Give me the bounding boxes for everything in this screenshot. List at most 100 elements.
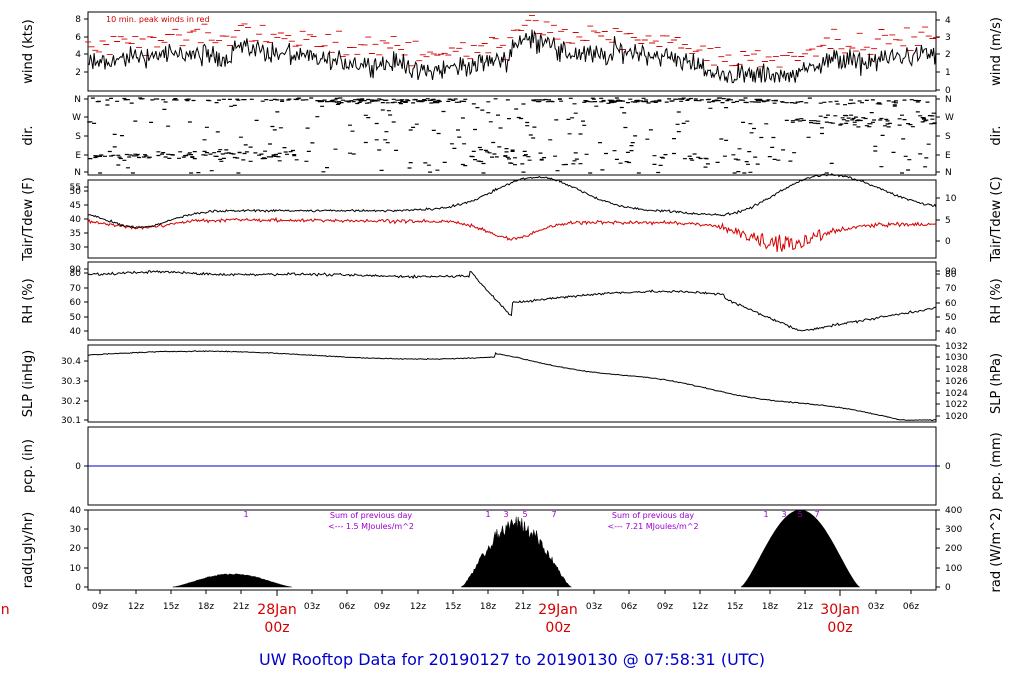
ytick-right-label: 1024 bbox=[945, 389, 968, 399]
xtick-label: 09z bbox=[374, 602, 390, 612]
xtick-label: 09z bbox=[92, 602, 108, 612]
panel-frame-rad bbox=[87, 509, 937, 591]
solar-radiation-day-2 bbox=[460, 516, 572, 588]
wind-annotation: 10 min. peak winds in red bbox=[106, 15, 210, 24]
ytick-left-label: 30.1 bbox=[61, 416, 81, 426]
ytick-left-label: N bbox=[74, 168, 81, 178]
xtick-label: 21z bbox=[797, 602, 813, 612]
ytick-left-label: 20 bbox=[70, 544, 82, 554]
ytick-right-label: S bbox=[945, 132, 951, 142]
solar-sum-value-1: <--- 1.5 MJoules/m^2 bbox=[328, 522, 414, 531]
ylabel-right-rad: rad (W/m^2) bbox=[989, 508, 1004, 593]
ylabel-left-wind: wind (kts) bbox=[21, 19, 36, 83]
panel-frame-rh bbox=[87, 261, 937, 341]
ytick-right-label: W bbox=[945, 113, 954, 123]
ytick-left-label: 90 bbox=[70, 265, 82, 275]
date-label-day: 29Jan bbox=[538, 602, 577, 618]
xtick-label: 21z bbox=[233, 602, 249, 612]
ytick-right-label: 200 bbox=[945, 544, 962, 554]
date-label-hour: 00z bbox=[545, 620, 570, 636]
ytick-left-label: 40 bbox=[70, 215, 82, 225]
ylabel-left-dir: dir. bbox=[21, 125, 36, 145]
ytick-right-label: 10 bbox=[945, 194, 957, 204]
uv-marker-label: 1 bbox=[485, 510, 490, 519]
ylabel-right-temp: Tair/Tdew (C) bbox=[989, 176, 1004, 262]
ytick-left-label: 45 bbox=[70, 201, 81, 211]
solar-radiation-day-1 bbox=[172, 573, 292, 588]
uv-marker-label: 3 bbox=[503, 510, 508, 519]
ytick-right-label: 0 bbox=[945, 462, 951, 472]
wind-speed-series bbox=[87, 29, 937, 84]
solar-radiation-day-3 bbox=[740, 509, 861, 588]
ytick-right-label: 5 bbox=[945, 216, 951, 226]
ylabel-right-dir: dir. bbox=[989, 125, 1004, 145]
ytick-left-label: 30 bbox=[70, 525, 82, 535]
ytick-right-label: 1020 bbox=[945, 412, 968, 422]
air-temperature-series bbox=[87, 173, 937, 229]
ytick-left-label: 0 bbox=[75, 583, 81, 593]
ytick-left-label: 50 bbox=[70, 187, 82, 197]
ytick-left-label: 35 bbox=[70, 229, 81, 239]
ytick-right-label: 400 bbox=[945, 506, 962, 516]
ytick-left-label: N bbox=[74, 95, 81, 105]
ytick-left-label: 6 bbox=[75, 33, 81, 43]
xtick-label: 18z bbox=[198, 602, 214, 612]
xtick-label: 21z bbox=[515, 602, 531, 612]
uv-marker-label: 5 bbox=[522, 510, 527, 519]
ylabel-right-pcp: pcp. (mm) bbox=[989, 432, 1004, 499]
xtick-label: 09z bbox=[657, 602, 673, 612]
ytick-left-label: 10 bbox=[70, 564, 82, 574]
panel-frame-slp bbox=[87, 344, 937, 423]
footer-title: UW Rooftop Data for 20190127 to 20190130… bbox=[259, 650, 765, 669]
date-label-day: Jan bbox=[0, 602, 10, 618]
ytick-left-label: 30.4 bbox=[61, 357, 81, 367]
ylabel-right-slp: SLP (hPa) bbox=[989, 353, 1004, 414]
ytick-left-label: 2 bbox=[75, 68, 81, 78]
ytick-right-label: 1032 bbox=[945, 342, 968, 352]
uv-marker-label: 7 bbox=[814, 510, 819, 519]
xtick-label: 03z bbox=[304, 602, 320, 612]
ytick-left-label: 30.2 bbox=[61, 397, 81, 407]
uv-marker-label: 1 bbox=[243, 510, 248, 519]
ytick-left-label: 55 bbox=[70, 183, 81, 193]
ylabel-right-wind: wind (m/s) bbox=[989, 17, 1004, 86]
ytick-right-label: 300 bbox=[945, 525, 962, 535]
solar-sum-label-1: Sum of previous day bbox=[330, 511, 412, 520]
ytick-right-label: 2 bbox=[945, 50, 951, 60]
xtick-label: 06z bbox=[903, 602, 919, 612]
ytick-left-label: 30 bbox=[70, 243, 82, 253]
uv-marker-label: 3 bbox=[781, 510, 786, 519]
ytick-right-label: E bbox=[945, 151, 951, 161]
date-label-day: 30Jan bbox=[820, 602, 859, 618]
ytick-right-label: 80 bbox=[945, 270, 957, 280]
xtick-label: 18z bbox=[762, 602, 778, 612]
ytick-left-label: 8 bbox=[75, 15, 81, 25]
ytick-left-label: 60 bbox=[70, 298, 82, 308]
ytick-left-label: 30.3 bbox=[61, 377, 81, 387]
ytick-right-label: 0 bbox=[945, 237, 951, 247]
date-label-hour: 00z bbox=[264, 620, 289, 636]
ytick-right-label: 0 bbox=[945, 583, 951, 593]
uv-marker-label: 5 bbox=[797, 510, 802, 519]
relative-humidity-series bbox=[87, 270, 937, 332]
dewpoint-series bbox=[87, 216, 937, 253]
ytick-right-label: 1028 bbox=[945, 365, 968, 375]
wind-direction-series bbox=[87, 97, 937, 174]
ytick-right-label: 1 bbox=[945, 68, 951, 78]
solar-sum-label-2: Sum of previous day bbox=[612, 511, 694, 520]
ytick-right-label: 90 bbox=[945, 267, 957, 277]
ytick-right-label: 1030 bbox=[945, 353, 968, 363]
ytick-left-label: S bbox=[75, 132, 81, 142]
ytick-right-label: 60 bbox=[945, 299, 957, 309]
xtick-label: 06z bbox=[339, 602, 355, 612]
ytick-left-label: 70 bbox=[70, 284, 82, 294]
ytick-right-label: 70 bbox=[945, 284, 957, 294]
xtick-label: 12z bbox=[128, 602, 144, 612]
xtick-label: 12z bbox=[692, 602, 708, 612]
ytick-left-label: 40 bbox=[70, 506, 82, 516]
uv-marker-label: 1 bbox=[763, 510, 768, 519]
ytick-right-label: 1026 bbox=[945, 377, 968, 387]
ytick-left-label: 40 bbox=[70, 327, 82, 337]
ylabel-left-rad: rad(Lgly/hr) bbox=[21, 512, 36, 588]
